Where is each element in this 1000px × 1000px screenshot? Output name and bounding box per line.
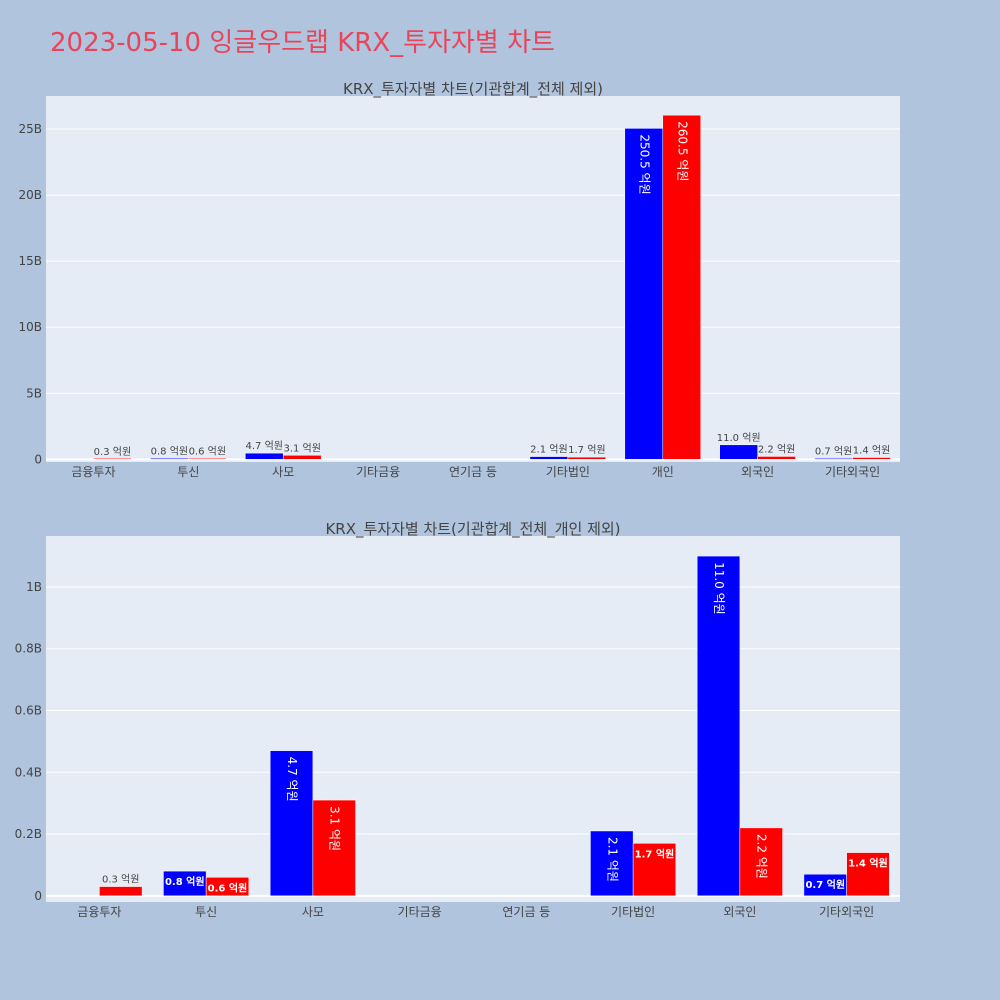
bar: [529, 456, 569, 460]
bar: [846, 852, 890, 897]
bar: [99, 886, 143, 897]
data-label: 0.3 억원: [94, 446, 131, 458]
x-tick-label: 연기금 등: [502, 905, 550, 919]
data-label: 11.0 억원: [712, 562, 726, 615]
y-tick-label: 25B: [18, 122, 42, 136]
bar: [739, 827, 783, 897]
x-tick-label: 투신: [195, 905, 217, 919]
bar: [269, 750, 314, 897]
y-tick-label: 20B: [18, 188, 42, 202]
y-tick-label: 0: [34, 452, 42, 466]
data-label: 0.6 억원: [189, 446, 226, 458]
bar: [696, 555, 741, 897]
data-label: 2.2 억원: [758, 443, 795, 455]
bar: [188, 458, 227, 460]
x-tick-label: 연기금 등: [449, 465, 497, 479]
data-label: 0.8 억원: [165, 875, 205, 888]
data-label: 1.4 억원: [853, 445, 890, 457]
y-tick-label: 0: [34, 889, 42, 903]
data-label: 2.1 억원: [530, 444, 567, 456]
y-tick-label: 0.6B: [15, 704, 42, 718]
bar: [662, 114, 701, 460]
data-label: 0.7 억원: [815, 445, 852, 457]
x-tick-label: 외국인: [723, 905, 756, 919]
x-tick-label: 사모: [272, 465, 294, 479]
data-label: 2.2 억원: [755, 834, 769, 879]
y-tick-label: 1B: [26, 580, 42, 594]
bar: [624, 128, 664, 460]
data-label: 11.0 억원: [717, 432, 761, 444]
x-tick-label: 사모: [302, 905, 324, 919]
data-label: 0.3 억원: [102, 874, 139, 886]
x-tick-label: 외국인: [741, 465, 774, 479]
bar: [163, 870, 207, 897]
bar: [282, 455, 322, 460]
y-tick-label: 0.8B: [15, 642, 42, 656]
y-tick-label: 15B: [18, 254, 42, 268]
data-label: 0.7 억원: [805, 878, 845, 891]
bar: [312, 799, 356, 897]
chart-without-institutions: 0 5B 10B 15B 20B 25B KRX_투자자별 차트(기관합계_전체 제외) 금융…: [18, 80, 900, 479]
bar: [205, 877, 250, 897]
bar: [814, 458, 853, 460]
data-label: 250.5 억원: [637, 134, 651, 194]
data-label: 0.6 억원: [208, 881, 248, 894]
bar: [852, 457, 891, 460]
x-tick-label: 기타외국인: [819, 905, 874, 919]
data-label: 4.7 억원: [246, 440, 283, 452]
bar: [567, 456, 607, 460]
x-tick-label: 투신: [177, 465, 199, 479]
x-tick-label: 금융투자: [77, 905, 121, 919]
y-tick-label: 5B: [26, 386, 42, 400]
data-label: 4.7 억원: [285, 757, 299, 802]
y-tick-label: 0.2B: [15, 827, 42, 841]
x-tick-label: 기타금융: [398, 905, 442, 919]
chart-title: KRX_투자자별 차트(기관합계_전체 제외): [343, 80, 603, 99]
x-tick-label: 기타법인: [611, 905, 655, 919]
page-title: 2023-05-10 잉글우드랩 KRX_투자자별 차트: [50, 28, 555, 58]
bar: [245, 452, 284, 460]
data-label: 3.1 억원: [328, 806, 342, 851]
x-tick-label: 금융투자: [71, 465, 115, 479]
data-label: 3.1 억원: [283, 442, 320, 454]
x-tick-label: 기타금융: [356, 465, 400, 479]
bar: [590, 830, 634, 897]
chart-without-institutions-and-individuals: 0 0.2B 0.4B 0.6B 0.8B 1B KRX_투자자별 차트(기관합계_전체_개…: [15, 520, 900, 919]
data-label: 260.5 억원: [675, 121, 689, 181]
data-label: 2.1 억원: [605, 837, 619, 882]
data-label: 1.7 억원: [635, 847, 675, 860]
data-label: 1.7 억원: [568, 444, 605, 456]
bar: [632, 843, 677, 897]
x-tick-label: 개인: [652, 465, 674, 479]
y-tick-label: 0.4B: [15, 765, 42, 779]
bar: [150, 458, 189, 460]
chart-title: KRX_투자자별 차트(기관합계_전체_개인 제외): [325, 520, 620, 539]
data-label: 0.8 억원: [151, 445, 188, 457]
data-label: 1.4 억원: [848, 857, 888, 870]
y-tick-label: 10B: [18, 320, 42, 334]
bar: [719, 444, 758, 460]
x-tick-label: 기타외국인: [825, 465, 880, 479]
plot-area: [46, 96, 900, 462]
bar: [93, 458, 132, 460]
bar: [757, 456, 796, 460]
x-tick-label: 기타법인: [546, 465, 590, 479]
